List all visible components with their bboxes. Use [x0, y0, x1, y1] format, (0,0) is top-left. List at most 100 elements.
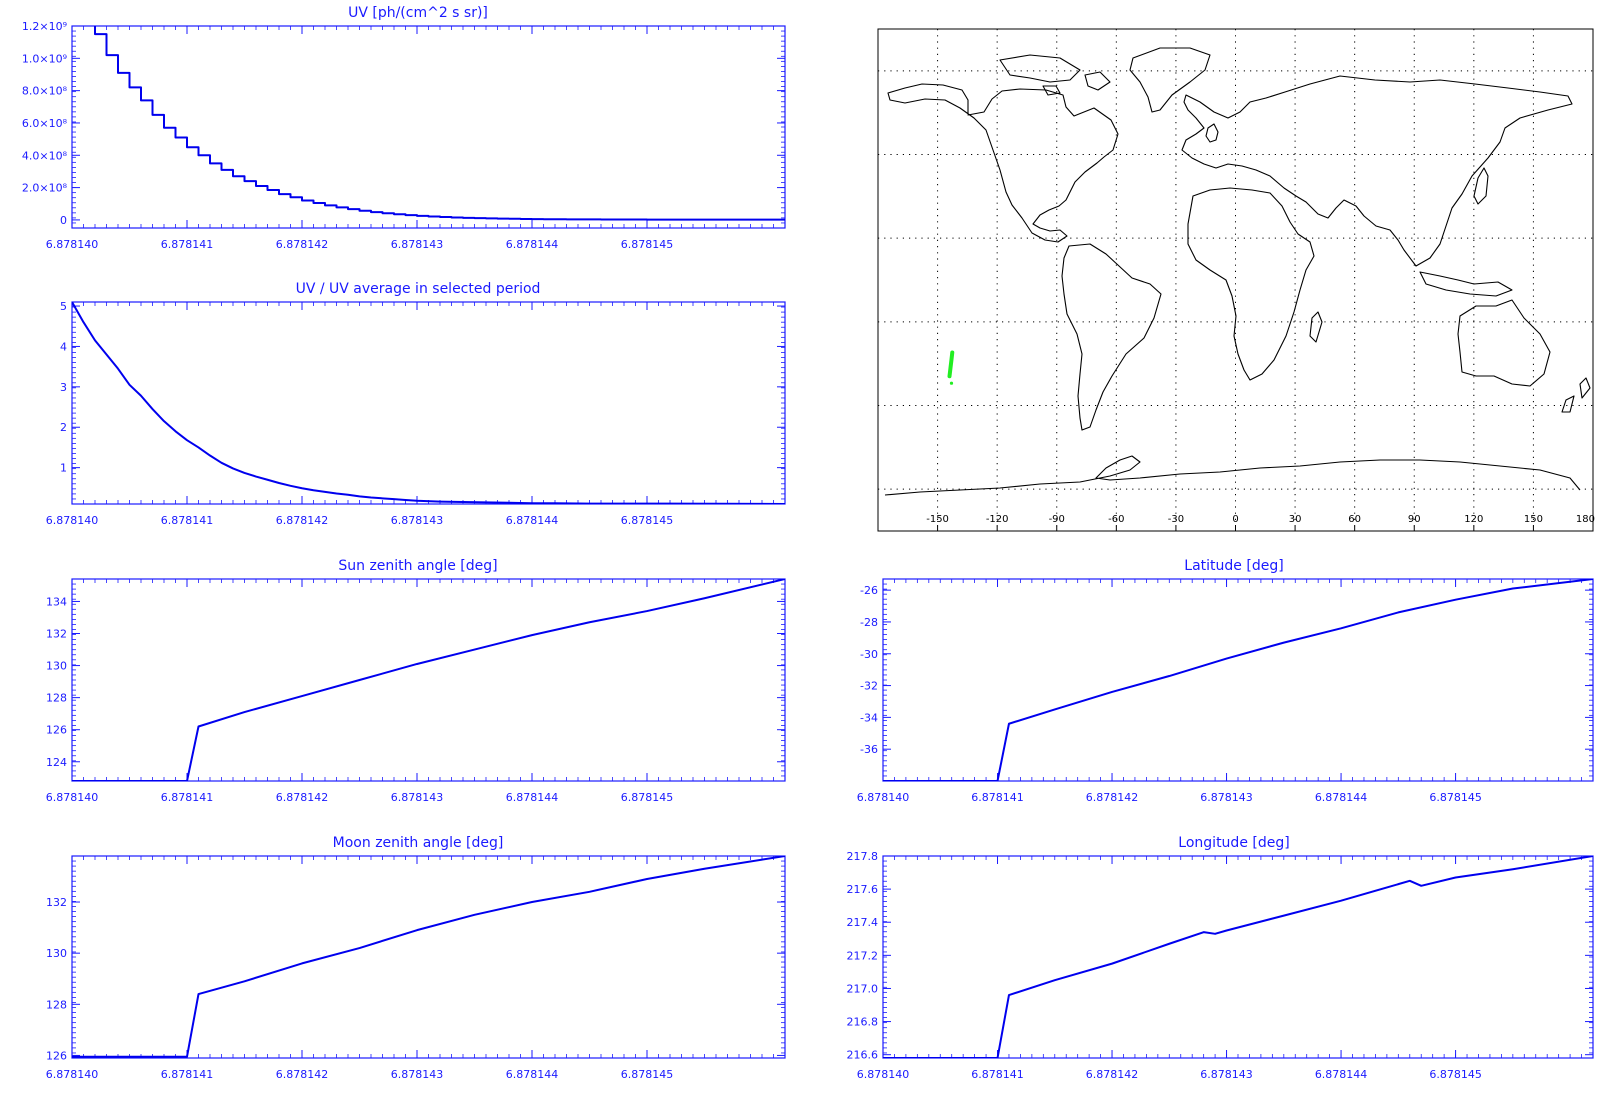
y-ticks-uv-ratio: 1 2 3 4 5	[60, 300, 785, 500]
x-ticks-uv: 6.878140 6.878141 6.878142 6.878143 6.878144…	[46, 26, 786, 251]
y-tick-label: 130	[46, 947, 67, 960]
y-tick-label: 128	[46, 692, 67, 705]
series-line	[883, 579, 1593, 781]
y-tick-label: 128	[46, 998, 67, 1011]
coast-uk	[1205, 123, 1219, 143]
chart-uv-ratio: UV / UV average in selected period 1 2 3 4 5…	[46, 281, 786, 527]
x-tick-label: 6.878141	[161, 791, 214, 804]
x-tick-label: 6.878142	[276, 238, 329, 251]
y-tick-label: 126	[46, 1049, 67, 1062]
coast-north-america	[887, 83, 1119, 243]
x-tick-label: 6.878145	[621, 238, 674, 251]
y-tick-label: 2.0×10⁸	[22, 182, 68, 195]
x-tick-label: 6.878145	[621, 791, 674, 804]
y-tick-label: 134	[46, 595, 67, 608]
x-tick-label: 6.878143	[391, 1068, 444, 1081]
x-tick-label: 6.878142	[1086, 1068, 1139, 1081]
x-tick-label: 6.878141	[161, 514, 214, 527]
chart-title-latitude: Latitude [deg]	[1184, 558, 1283, 574]
y-tick-label: 1	[60, 462, 67, 475]
y-tick-label: 217.6	[847, 883, 879, 896]
x-tick-label: 6.878142	[276, 514, 329, 527]
chart-sun-zenith: Sun zenith angle [deg] 124 126 128 130 132 13…	[46, 558, 786, 804]
y-tick-label: 216.8	[847, 1016, 879, 1029]
y-ticks-moon-zenith: 126 128 130 132	[46, 860, 785, 1062]
lon-tick-label: 30	[1289, 514, 1302, 525]
y-tick-label: 130	[46, 660, 67, 673]
world-map-panel: -150 -120 -90 -60 -30 0 30 60 90 120 150 180	[877, 28, 1595, 532]
chart-moon-zenith: Moon zenith angle [deg] 126 128 130 132 6.8…	[46, 835, 786, 1081]
lon-tick-label: -150	[926, 514, 949, 525]
lon-tick-label: 0	[1232, 514, 1238, 525]
x-tick-label: 6.878141	[971, 791, 1024, 804]
lon-tick-label: -120	[986, 514, 1009, 525]
y-tick-label: -26	[860, 584, 878, 597]
x-tick-label: 6.878140	[46, 238, 99, 251]
y-tick-label: -30	[860, 648, 878, 661]
x-tick-label: 6.878145	[1429, 791, 1482, 804]
chart-uv: UV [ph/(cm^2 s sr)] 0 2.0×10⁸ 4.0×10⁸ 6.0×1…	[22, 5, 786, 251]
chart-title-longitude: Longitude [deg]	[1178, 835, 1289, 851]
x-tick-label: 6.878143	[391, 791, 444, 804]
x-tick-label: 6.878143	[1200, 791, 1253, 804]
x-tick-label: 6.878144	[506, 1068, 559, 1081]
series-line	[883, 856, 1593, 1058]
lon-tick-label: 60	[1348, 514, 1361, 525]
y-tick-label: -36	[860, 743, 878, 756]
plot-frame-moon-zenith	[71, 855, 786, 1059]
series-uv	[94, 26, 785, 221]
series-line	[94, 26, 785, 221]
y-tick-label: 2	[60, 421, 67, 434]
lon-tick-label: -60	[1108, 514, 1124, 525]
map-grid	[878, 29, 1593, 531]
x-tick-label: 6.878144	[506, 514, 559, 527]
y-tick-label: -28	[860, 616, 878, 629]
y-ticks-longitude: 216.6 216.8 217.0 217.2 217.4 217.6 217.8	[847, 850, 1593, 1062]
y-tick-label: 132	[46, 896, 67, 909]
x-tick-label: 6.878140	[857, 791, 910, 804]
x-tick-label: 6.878140	[857, 1068, 910, 1081]
x-tick-label: 6.878144	[506, 791, 559, 804]
y-tick-label: 124	[46, 756, 67, 769]
x-tick-label: 6.878142	[276, 1068, 329, 1081]
plot-frame-longitude	[882, 855, 1594, 1059]
y-tick-label: 217.8	[847, 850, 879, 863]
x-tick-label: 6.878143	[1200, 1068, 1253, 1081]
y-tick-label: 3	[60, 381, 67, 394]
series-latitude	[883, 579, 1593, 781]
y-ticks-uv: 0 2.0×10⁸ 4.0×10⁸ 6.0×10⁸ 8.0×10⁸ 1.0×10⁹ 1.2×…	[22, 20, 785, 227]
coast-japan	[1473, 167, 1489, 205]
lon-tick-label: -90	[1049, 514, 1065, 525]
y-tick-label: 0	[60, 214, 67, 227]
x-ticks-longitude: 6.878140 6.878141 6.878142 6.878143 6.878144…	[857, 856, 1594, 1081]
y-tick-label: 1.2×10⁹	[22, 20, 67, 33]
x-ticks-moon-zenith: 6.878140 6.878141 6.878142 6.878143 6.878144…	[46, 856, 786, 1081]
coast-indonesia	[1419, 271, 1513, 297]
x-tick-label: 6.878145	[1429, 1068, 1482, 1081]
x-ticks-latitude: 6.878140 6.878141 6.878142 6.878143 6.878144…	[857, 579, 1594, 804]
map-lon-ticks: -150 -120 -90 -60 -30 0 30 60 90 120 150 180	[926, 514, 1595, 531]
track-point	[949, 381, 954, 385]
x-tick-label: 6.878144	[506, 238, 559, 251]
y-tick-label: 126	[46, 724, 67, 737]
coast-greenland	[1129, 47, 1211, 113]
coast-australia	[1457, 299, 1551, 387]
satellite-track	[947, 350, 955, 385]
y-tick-label: 4.0×10⁸	[22, 149, 68, 162]
chart-title-moon-zenith: Moon zenith angle [deg]	[333, 835, 504, 851]
coastlines	[884, 47, 1591, 496]
x-tick-label: 6.878142	[276, 791, 329, 804]
plot-frame-uv	[71, 25, 786, 229]
y-tick-label: 217.0	[847, 982, 879, 995]
y-tick-label: 216.6	[847, 1049, 879, 1062]
series-uv-ratio	[72, 302, 785, 504]
y-ticks-latitude: -36 -34 -32 -30 -28 -26	[860, 583, 1593, 777]
lon-tick-label: 180	[1576, 514, 1595, 525]
series-sun-zenith	[72, 579, 785, 781]
chart-title-sun-zenith: Sun zenith angle [deg]	[338, 558, 497, 574]
coast-antarctica	[884, 455, 1581, 496]
y-tick-label: 6.0×10⁸	[22, 117, 68, 130]
track-segment	[947, 350, 955, 379]
y-tick-label: -32	[860, 680, 878, 693]
